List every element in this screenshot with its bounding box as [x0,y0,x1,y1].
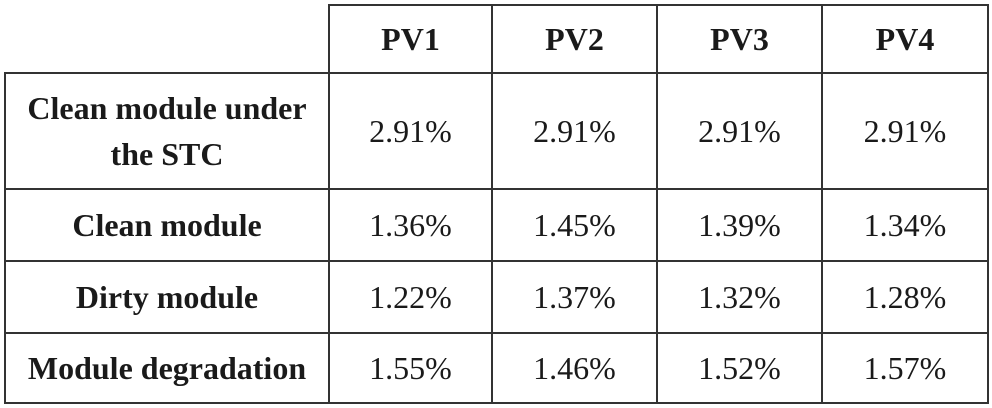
header-row: PV1 PV2 PV3 PV4 [5,4,989,74]
row-header: Clean module [4,188,330,262]
table-cell: 2.91% [821,72,989,190]
table-cell: 1.55% [328,332,493,404]
table-cell: 1.45% [491,188,658,262]
table-row: Clean module under the STC 2.91% 2.91% 2… [4,72,989,190]
row-header: Clean module under the STC [4,72,330,190]
table-cell: 1.39% [656,188,823,262]
table-cell: 2.91% [656,72,823,190]
table-row: Dirty module 1.22% 1.37% 1.32% 1.28% [4,260,989,334]
column-header-pv4: PV4 [821,4,989,74]
table-cell: 1.46% [491,332,658,404]
table-cell: 1.57% [821,332,989,404]
table-cell: 2.91% [491,72,658,190]
column-header-pv1: PV1 [328,4,493,74]
table-cell: 1.52% [656,332,823,404]
table-cell: 1.28% [821,260,989,334]
table-row: Module degradation 1.55% 1.46% 1.52% 1.5… [4,332,989,404]
table-cell: 1.32% [656,260,823,334]
corner-cell [5,5,330,74]
row-header: Dirty module [4,260,330,334]
column-header-pv3: PV3 [656,4,823,74]
row-header: Module degradation [4,332,330,404]
table-cell: 1.36% [328,188,493,262]
table-row: Clean module 1.36% 1.45% 1.39% 1.34% [4,188,989,262]
table-cell: 1.34% [821,188,989,262]
table-cell: 1.22% [328,260,493,334]
column-header-pv2: PV2 [491,4,658,74]
table-cell: 2.91% [328,72,493,190]
table-cell: 1.37% [491,260,658,334]
comparison-table: PV1 PV2 PV3 PV4 Clean module under the S… [4,4,989,404]
